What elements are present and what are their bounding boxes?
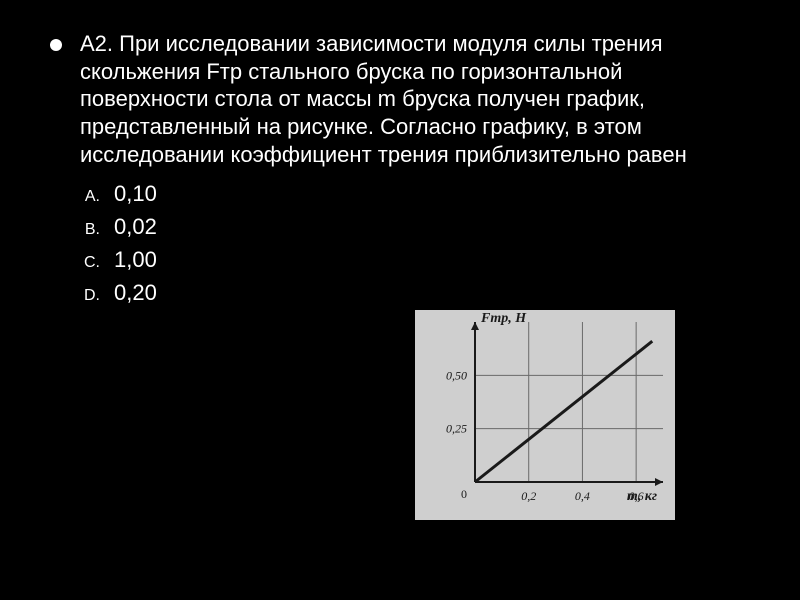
answer-options: A.0,10B.0,02C.1,00D.0,20 (50, 177, 750, 309)
option-value: 0,20 (114, 276, 157, 309)
friction-chart: 0,20,40,60,250,500Fтр, Нm, кг (415, 310, 675, 520)
question-text: А2. При исследовании зависимости модуля … (80, 30, 750, 169)
option-letter: B. (50, 218, 114, 242)
option-letter: C. (50, 251, 114, 275)
svg-text:0,25: 0,25 (446, 422, 467, 436)
option-value: 0,10 (114, 177, 157, 210)
svg-text:0,4: 0,4 (575, 489, 590, 503)
svg-text:Fтр, Н: Fтр, Н (480, 311, 527, 326)
answer-option: C.1,00 (50, 243, 750, 276)
answer-option: D.0,20 (50, 276, 750, 309)
option-letter: A. (50, 185, 114, 209)
svg-text:0,2: 0,2 (521, 489, 536, 503)
svg-text:m, кг: m, кг (627, 489, 657, 504)
option-value: 0,02 (114, 210, 157, 243)
answer-option: A.0,10 (50, 177, 750, 210)
answer-option: B.0,02 (50, 210, 750, 243)
svg-text:0,50: 0,50 (446, 368, 467, 382)
option-value: 1,00 (114, 243, 157, 276)
bullet-icon (50, 39, 62, 51)
option-letter: D. (50, 284, 114, 308)
svg-text:0: 0 (461, 487, 467, 501)
